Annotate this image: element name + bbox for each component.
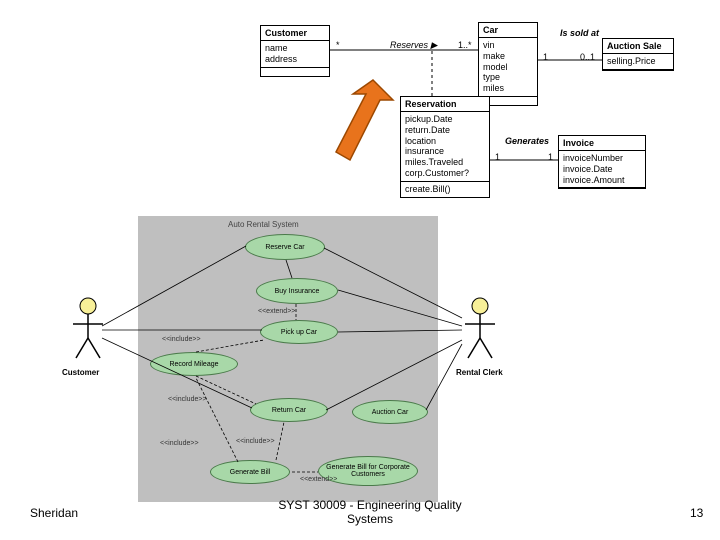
mult-label: * — [336, 40, 340, 50]
footer-center: SYST 30009 - Engineering Quality Systems — [270, 498, 470, 526]
usecase-auction-car: Auction Car — [352, 400, 428, 424]
class-reservation: Reservation pickup.Date return.Date loca… — [400, 96, 490, 198]
assoc-generates-label: Generates — [505, 136, 549, 146]
usecase-label: Generate Bill — [230, 469, 270, 476]
usecase-buy-insurance: Buy Insurance — [256, 278, 338, 304]
class-title: Invoice — [559, 136, 645, 151]
usecase-generate-bill: Generate Bill — [210, 460, 290, 484]
usecase-label: Reserve Car — [265, 244, 304, 251]
class-ops: create.Bill() — [401, 182, 489, 197]
orange-arrow-icon — [318, 72, 398, 172]
class-attrs: invoiceNumber invoice.Date invoice.Amoun… — [559, 151, 645, 188]
stereotype-include: <<include>> — [236, 438, 275, 445]
mult-label: 1..* — [458, 40, 472, 50]
usecase-return-car: Return Car — [250, 398, 328, 422]
class-title: Car — [479, 23, 537, 38]
class-title: Reservation — [401, 97, 489, 112]
stereotype-extend: <<extend>> — [300, 476, 337, 483]
usecase-pickup-car: Pick up Car — [260, 320, 338, 344]
class-invoice: Invoice invoiceNumber invoice.Date invoi… — [558, 135, 646, 189]
class-attrs: selling.Price — [603, 54, 673, 70]
actor-clerk-icon — [460, 296, 500, 366]
actor-customer-label: Customer — [62, 368, 99, 377]
usecase-label: Auction Car — [372, 409, 409, 416]
actor-customer-icon — [68, 296, 108, 366]
usecase-label: Pick up Car — [281, 329, 317, 336]
stereotype-extend: <<extend>> — [258, 308, 295, 315]
mult-label: 0..1 — [580, 52, 595, 62]
class-attrs: pickup.Date return.Date location insuran… — [401, 112, 489, 182]
usecase-system-title: Auto Rental System — [228, 220, 299, 229]
stereotype-include: <<include>> — [162, 336, 201, 343]
class-attrs: vin make model type miles — [479, 38, 537, 97]
mult-label: 1 — [495, 152, 500, 162]
stereotype-include: <<include>> — [160, 440, 199, 447]
footer-right: 13 — [690, 506, 703, 520]
class-customer: Customer name address — [260, 25, 330, 77]
usecase-label: Record Mileage — [169, 361, 218, 368]
class-title: Customer — [261, 26, 329, 41]
usecase-label: Return Car — [272, 407, 306, 414]
class-attrs: name address — [261, 41, 329, 68]
usecase-reserve-car: Reserve Car — [245, 234, 325, 260]
stereotype-include: <<include>> — [168, 396, 207, 403]
mult-label: 1 — [543, 52, 548, 62]
actor-clerk-label: Rental Clerk — [456, 368, 503, 377]
assoc-sold-at-label: Is sold at — [560, 28, 599, 38]
usecase-label: Buy Insurance — [275, 288, 320, 295]
assoc-reserves-label: Reserves ▶ — [390, 40, 437, 51]
mult-label: 1 — [548, 152, 553, 162]
footer-left: Sheridan — [30, 506, 78, 520]
class-auction-sale: Auction Sale selling.Price — [602, 38, 674, 71]
class-car: Car vin make model type miles — [478, 22, 538, 106]
usecase-record-mileage: Record Mileage — [150, 352, 238, 376]
class-title: Auction Sale — [603, 39, 673, 54]
